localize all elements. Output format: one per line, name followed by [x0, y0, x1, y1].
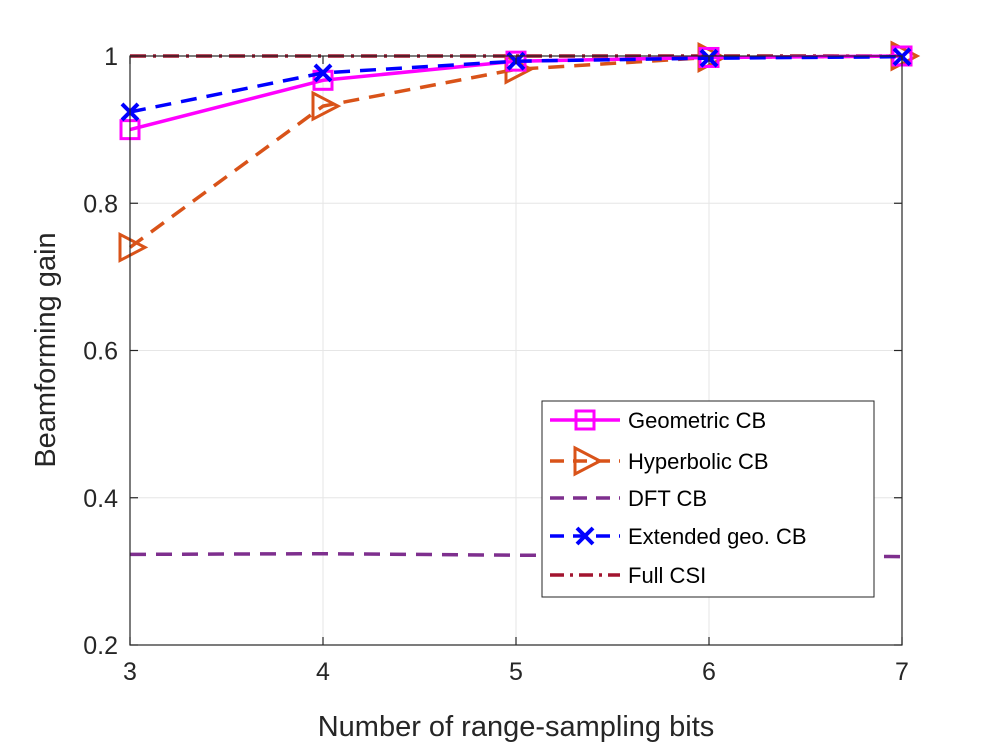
y-axis-label: Beamforming gain — [30, 232, 62, 467]
legend-label-full-csi: Full CSI — [628, 563, 706, 588]
data-point-hyperbolic-cb — [118, 231, 149, 263]
tick-labels: 3 4 5 6 7 0.2 0.4 0.6 0.8 1 — [83, 43, 909, 686]
legend-marker-hyperbolic-cb — [573, 445, 604, 477]
ticks — [129, 55, 903, 646]
data-point-hyperbolic-cb — [311, 90, 342, 122]
legend-marker-extended-geo-cb — [575, 526, 595, 546]
x-tick-label: 5 — [509, 658, 523, 686]
legend-label-geometric-cb: Geometric CB — [628, 408, 766, 433]
data-point-extended-geo-cb — [313, 63, 333, 83]
y-tick-label: 0.6 — [83, 338, 118, 366]
legend-label-dft-cb: DFT CB — [628, 486, 707, 511]
legend: Geometric CB Hyperbolic CB DFT CB Extended … — [541, 400, 875, 598]
x-tick-label: 7 — [895, 658, 909, 686]
y-tick-label: 0.8 — [83, 190, 118, 218]
y-tick-label: 0.2 — [83, 632, 118, 660]
x-tick-label: 3 — [123, 658, 137, 686]
legend-marker-geometric-cb — [574, 409, 596, 431]
x-axis-label: Number of range-sampling bits — [318, 711, 715, 743]
x-tick-label: 6 — [702, 658, 716, 686]
series-line-hyperbolic-cb — [128, 54, 903, 249]
legend-label-hyperbolic-cb: Hyperbolic CB — [628, 449, 769, 474]
y-tick-label: 1 — [104, 43, 118, 71]
legend-label-extended-geo-cb: Extended geo. CB — [628, 524, 807, 549]
y-tick-label: 0.4 — [83, 485, 118, 513]
x-tick-label: 4 — [316, 658, 330, 686]
